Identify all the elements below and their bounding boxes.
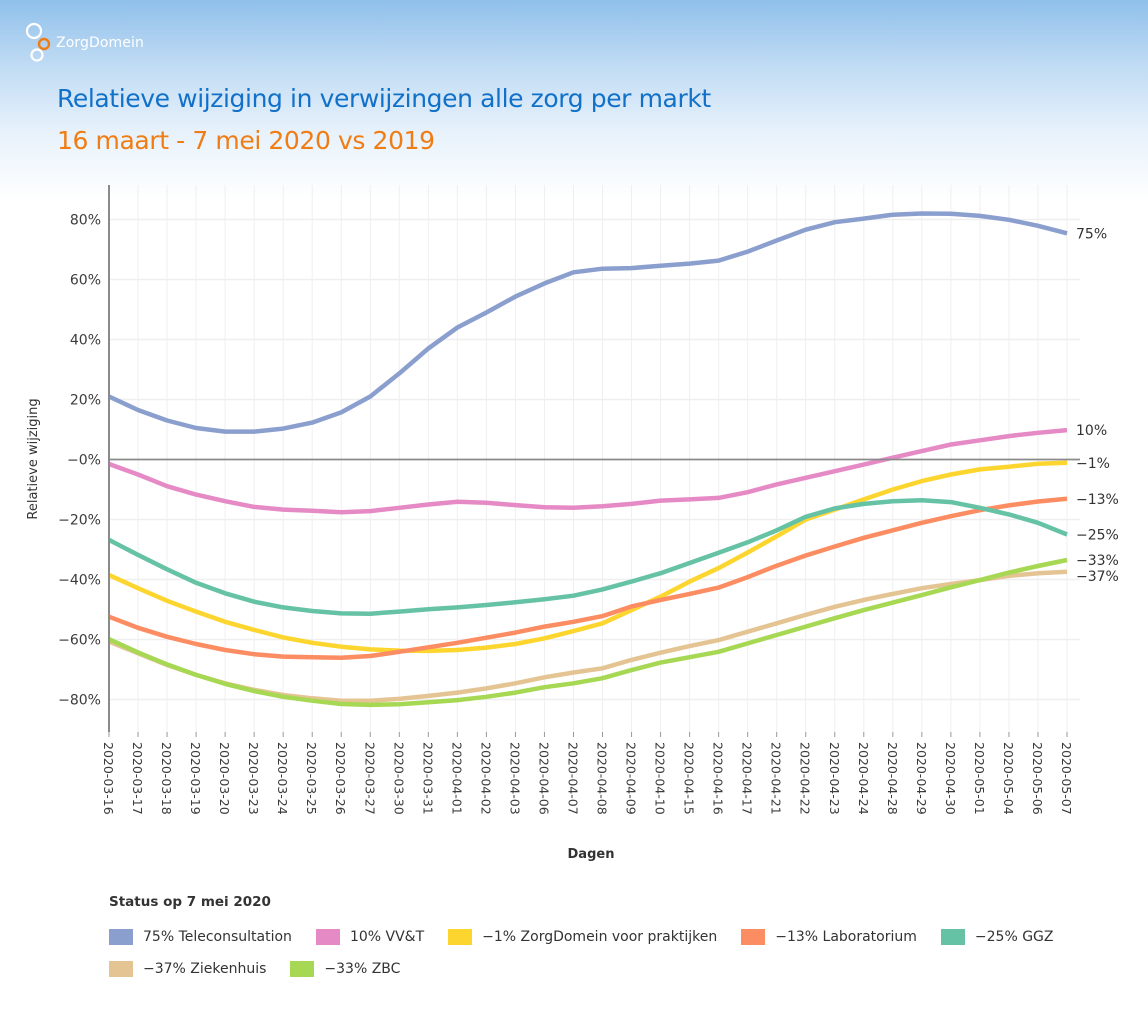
x-tick-label: 2020-03-27 <box>362 742 377 815</box>
series-line-zorgdomein-voor-praktijken <box>108 460 1068 654</box>
legend-title: Status op 7 mei 2020 <box>109 894 271 910</box>
x-tick-label: 2020-03-16 <box>101 742 116 815</box>
x-tick-label: 2020-03-19 <box>188 742 203 815</box>
legend-item: −13% Laboratorium <box>741 929 917 945</box>
y-tick-label: −0% <box>67 453 101 469</box>
x-tick-label: 2020-04-21 <box>769 742 784 815</box>
logo-text: ZorgDomein <box>56 35 144 51</box>
x-tick-label: 2020-03-31 <box>420 742 435 815</box>
x-axis-label: Dagen <box>568 847 615 862</box>
series-line-laboratorium <box>108 496 1068 661</box>
x-tick-label: 2020-04-06 <box>536 742 551 815</box>
x-axis-ticks: 2020-03-16 2020-03-17 2020-03-18 2020-03-19… <box>101 732 1074 815</box>
series-line-teleconsultation <box>108 211 1068 434</box>
y-tick-label: −60% <box>58 633 101 649</box>
x-tick-label: 2020-03-23 <box>246 742 261 815</box>
end-label: −1% <box>1076 456 1110 472</box>
legend-swatch <box>290 961 315 977</box>
y-tick-label: −40% <box>58 573 101 589</box>
x-tick-label: 2020-04-16 <box>711 742 726 815</box>
end-label: −13% <box>1076 492 1119 508</box>
x-tick-label: 2020-03-25 <box>304 742 319 815</box>
x-tick-label: 2020-04-29 <box>914 742 929 815</box>
y-tick-label: −20% <box>58 513 101 529</box>
legend-swatch <box>741 929 766 945</box>
x-tick-label: 2020-05-01 <box>972 742 987 815</box>
x-tick-label: 2020-04-08 <box>595 742 610 815</box>
end-labels: 75% 10% −1% −13% −25% −33%−37% <box>1076 226 1119 585</box>
end-label: −37% <box>1076 569 1119 585</box>
zorgdomein-logo-icon <box>25 22 51 62</box>
x-tick-label: 2020-03-24 <box>275 742 290 815</box>
x-tick-label: 2020-04-24 <box>856 742 871 815</box>
y-axis-label: Relatieve wijziging <box>26 398 41 519</box>
x-tick-label: 2020-03-17 <box>130 742 145 815</box>
x-tick-label: 2020-04-09 <box>624 742 639 815</box>
legend-row: 75% Teleconsultation 10% VV&T −1% ZorgDome… <box>109 928 1109 946</box>
legend: Status op 7 mei 2020 75% Teleconsultatio… <box>109 894 1109 992</box>
legend-label: −13% Laboratorium <box>775 929 917 945</box>
y-tick-label: 40% <box>70 333 101 349</box>
y-tick-label: −80% <box>58 693 101 709</box>
x-tick-label: 2020-05-04 <box>1001 742 1016 815</box>
legend-swatch <box>315 929 340 945</box>
legend-row: −37% Ziekenhuis −33% ZBC <box>109 960 1109 978</box>
header-background <box>0 0 1148 200</box>
x-tick-label: 2020-04-23 <box>827 742 842 815</box>
x-tick-label: 2020-04-10 <box>653 742 668 815</box>
x-tick-label: 2020-04-01 <box>449 742 464 815</box>
x-tick-label: 2020-05-07 <box>1059 742 1074 815</box>
y-tick-label: 80% <box>70 213 101 229</box>
line-chart: 80% 60% 40% 20% −0% −20% −40% −60% −80% 2020-03-… <box>26 185 1119 862</box>
end-label: 75% <box>1076 226 1107 242</box>
legend-label: −25% GGZ <box>974 929 1054 945</box>
legend-item: 10% VV&T <box>315 929 425 945</box>
x-tick-label: 2020-04-07 <box>565 742 580 815</box>
grid-lines <box>109 185 1080 732</box>
end-label: −25% <box>1076 528 1119 544</box>
x-tick-label: 2020-04-17 <box>740 742 755 815</box>
x-tick-label: 2020-04-15 <box>682 742 697 815</box>
x-tick-label: 2020-04-03 <box>507 742 522 815</box>
legend-swatch <box>109 961 133 977</box>
legend-label: 75% Teleconsultation <box>143 929 292 945</box>
x-tick-label: 2020-04-22 <box>798 742 813 815</box>
legend-item: −1% ZorgDomein voor praktijken <box>448 929 717 945</box>
legend-swatch <box>448 929 473 945</box>
x-tick-label: 2020-04-28 <box>885 742 900 815</box>
x-tick-label: 2020-05-06 <box>1030 742 1045 815</box>
legend-label: −37% Ziekenhuis <box>143 961 267 977</box>
x-tick-label: 2020-03-20 <box>217 742 232 815</box>
series-line-vv-t <box>108 427 1068 515</box>
series-line-ggz <box>107 498 1068 616</box>
legend-item: 75% Teleconsultation <box>109 929 292 945</box>
legend-rows: 75% Teleconsultation 10% VV&T −1% ZorgDome… <box>109 928 1109 978</box>
axes <box>108 185 1080 732</box>
chart-title: Relatieve wijziging in verwijzingen alle… <box>57 84 711 113</box>
end-label: −33% <box>1076 553 1119 569</box>
legend-swatch <box>940 929 965 945</box>
y-tick-label: 60% <box>70 273 101 289</box>
x-tick-label: 2020-03-26 <box>333 742 348 815</box>
legend-item: −33% ZBC <box>290 961 400 977</box>
end-label: 10% <box>1076 423 1107 439</box>
y-axis-ticks: 80% 60% 40% 20% −0% −20% −40% −60% −80% <box>58 213 101 709</box>
y-tick-label: 20% <box>70 393 101 409</box>
series-lines <box>107 211 1068 708</box>
series-line-zbc <box>108 557 1068 708</box>
x-tick-label: 2020-04-30 <box>943 742 958 815</box>
legend-label: −1% ZorgDomein voor praktijken <box>482 929 718 945</box>
legend-label: 10% VV&T <box>349 929 425 945</box>
legend-swatch <box>109 929 133 945</box>
x-tick-label: 2020-03-18 <box>159 742 174 815</box>
x-tick-label: 2020-04-02 <box>478 742 493 815</box>
x-tick-label: 2020-03-30 <box>391 742 406 815</box>
legend-item: −25% GGZ <box>940 929 1054 945</box>
legend-label: −33% ZBC <box>324 961 401 977</box>
chart-subtitle: 16 maart - 7 mei 2020 vs 2019 <box>57 126 435 155</box>
legend-item: −37% Ziekenhuis <box>109 961 266 977</box>
